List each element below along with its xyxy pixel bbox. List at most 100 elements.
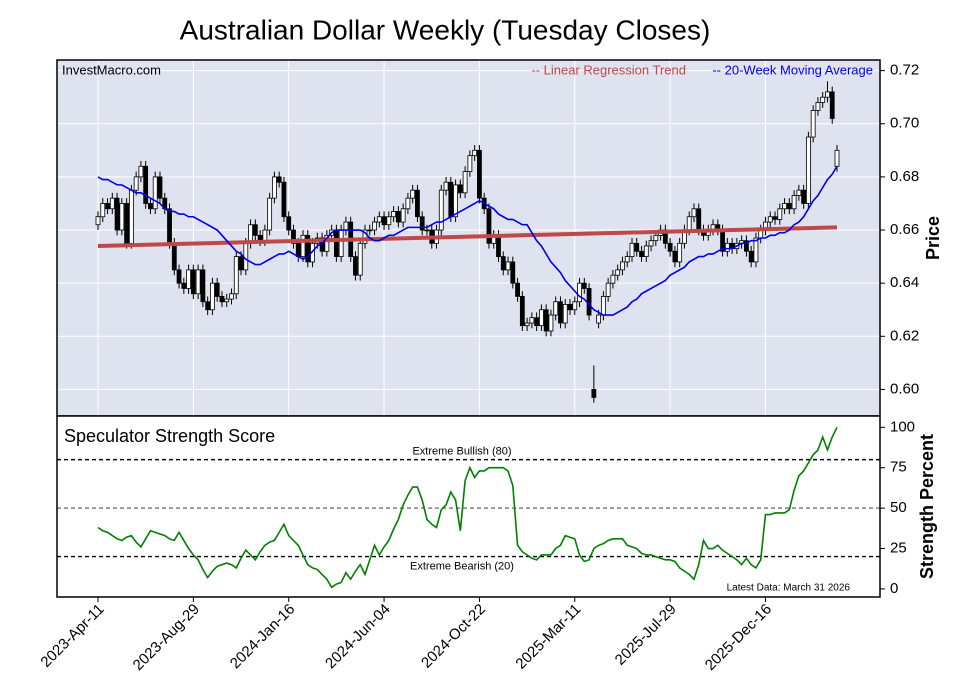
- candle-body: [686, 216, 692, 231]
- y-tick-label: 100: [890, 418, 915, 435]
- candle-body: [362, 229, 368, 244]
- candle-body: [138, 165, 144, 178]
- candle-body: [219, 296, 225, 303]
- candle-body: [815, 102, 821, 111]
- candle-body: [724, 242, 730, 252]
- candle-body: [195, 269, 201, 295]
- trend-line: [97, 225, 838, 248]
- moving-average-line: [97, 165, 838, 316]
- candle-body: [477, 149, 482, 199]
- candle-body: [462, 171, 468, 194]
- candle-body: [281, 181, 287, 218]
- candle-body: [553, 301, 559, 316]
- candle-body: [500, 256, 506, 271]
- candle-body: [639, 250, 644, 257]
- candle-body: [605, 282, 611, 297]
- candle-body: [262, 229, 268, 242]
- candle-body: [386, 216, 392, 226]
- y-tick-label: 0.66: [890, 221, 919, 238]
- candle-body: [672, 250, 678, 263]
- x-tick-label: 2025-Mar-11: [512, 601, 584, 673]
- y-tick-label: 0.68: [890, 168, 919, 185]
- candle-body: [834, 149, 840, 167]
- candle-body: [176, 269, 182, 284]
- candle-body: [524, 322, 530, 327]
- candle-body: [333, 229, 339, 257]
- candle-body: [324, 234, 330, 252]
- candle-body: [572, 301, 578, 311]
- candle-body: [457, 184, 463, 194]
- candle-body: [152, 176, 158, 210]
- candle-body: [167, 208, 172, 244]
- x-tick-label: 2023-Aug-29: [130, 601, 203, 674]
- candle-body: [624, 256, 630, 263]
- candle-body: [305, 234, 311, 263]
- candle-body: [748, 250, 754, 263]
- candle-body: [400, 208, 406, 223]
- candle-body: [786, 203, 792, 210]
- candle-body: [272, 176, 277, 199]
- candle-body: [753, 237, 759, 263]
- candle-body: [119, 203, 125, 231]
- candle-body: [124, 203, 130, 244]
- candle-body: [558, 301, 563, 324]
- candle-body: [667, 242, 673, 252]
- candle-body: [276, 176, 282, 183]
- candle-body: [562, 304, 568, 324]
- candle-body: [496, 234, 501, 257]
- candle-body: [629, 242, 635, 257]
- candle-body: [381, 216, 387, 226]
- candle-body: [357, 242, 363, 276]
- candle-body: [181, 282, 187, 289]
- candle-body: [338, 229, 344, 257]
- candle-body: [791, 195, 797, 210]
- candle-body: [810, 110, 816, 138]
- y-tick-label: 0.64: [890, 274, 919, 291]
- candle-body: [214, 282, 220, 297]
- candle-body: [591, 389, 597, 398]
- candle-body: [577, 282, 582, 303]
- candle-body: [829, 91, 835, 119]
- candle-body: [300, 234, 306, 257]
- candle-body: [529, 317, 535, 324]
- candle-body: [410, 189, 416, 199]
- candle-body: [581, 282, 587, 289]
- candle-body: [200, 269, 206, 303]
- candle-body: [376, 216, 382, 223]
- y-tick-label: 25: [890, 539, 907, 556]
- candle-body: [677, 242, 683, 263]
- candle-body: [100, 203, 106, 218]
- candle-body: [419, 216, 425, 231]
- y-tick-label: 50: [890, 499, 907, 516]
- candle-body: [105, 203, 110, 210]
- x-tick-label: 2025-Dec-16: [702, 601, 775, 674]
- candle-body: [486, 208, 492, 244]
- panel-title: Speculator Strength Score: [64, 426, 275, 446]
- x-tick-label: 2025-Jul-29: [612, 601, 680, 669]
- chart-title: Australian Dollar Weekly (Tuesday Closes…: [180, 14, 711, 45]
- candle-body: [291, 229, 296, 244]
- candle-body: [453, 184, 458, 218]
- candle-body: [229, 293, 234, 300]
- candle-body: [825, 91, 830, 98]
- candle-body: [190, 269, 196, 295]
- candle-body: [415, 189, 420, 218]
- candle-body: [543, 309, 549, 332]
- candle-body: [596, 314, 602, 324]
- candle-body: [128, 189, 134, 244]
- candle-body: [133, 176, 139, 191]
- candle-body: [615, 269, 621, 276]
- candle-body: [472, 149, 478, 157]
- candle-body: [515, 282, 520, 297]
- y-tick-label: 0: [890, 580, 898, 597]
- candle-body: [519, 296, 525, 327]
- candle-body: [295, 242, 301, 257]
- candle-body: [224, 298, 230, 303]
- candle-body: [143, 165, 149, 204]
- candle-body: [233, 256, 239, 295]
- candle-body: [252, 224, 258, 236]
- candle-body: [353, 256, 358, 276]
- candle-body: [777, 208, 783, 220]
